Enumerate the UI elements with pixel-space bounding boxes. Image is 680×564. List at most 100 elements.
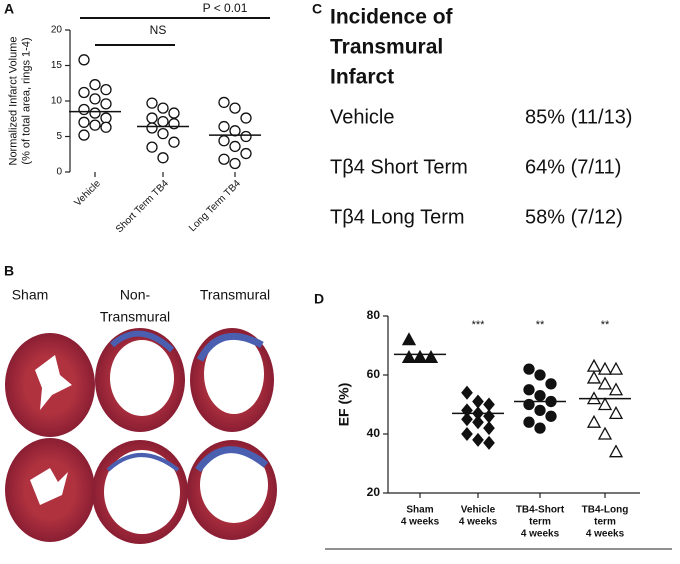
x-tick-label: 4 weeks	[459, 517, 498, 528]
point	[240, 130, 252, 143]
point	[472, 415, 484, 430]
y-tick-label: 0	[56, 167, 62, 178]
point	[597, 361, 613, 375]
point	[100, 83, 112, 96]
x-tick-label: Vehicle	[72, 178, 103, 209]
point	[597, 426, 613, 440]
point	[100, 98, 112, 110]
annotation: **	[601, 319, 610, 331]
annotation: P < 0.01	[203, 1, 248, 15]
point	[89, 93, 101, 105]
point	[523, 363, 535, 375]
table-title: Incidence of	[330, 6, 454, 29]
point	[608, 382, 624, 396]
x-tick-label: term	[529, 517, 551, 528]
point	[401, 332, 417, 346]
x-tick-label: Short Term TB4	[114, 178, 171, 235]
point	[78, 86, 90, 99]
x-tick-label: TB4-Short	[516, 505, 565, 516]
point	[534, 404, 546, 417]
point	[157, 115, 169, 128]
y-tick-label: 10	[51, 96, 63, 107]
point	[534, 369, 546, 381]
y-tick-label: 20	[51, 25, 63, 36]
point	[483, 435, 495, 450]
point	[146, 122, 158, 134]
point	[586, 414, 602, 428]
x-tick-label: 4 weeks	[521, 529, 560, 540]
y-tick-label: 80	[367, 308, 381, 322]
point	[461, 385, 473, 400]
y-axis-label: (% of total area, rings 1-4)	[20, 37, 32, 164]
x-tick-label: Sham	[406, 505, 433, 516]
point	[483, 397, 495, 412]
point	[534, 422, 546, 434]
point	[461, 426, 473, 442]
point	[229, 102, 241, 114]
x-tick-label: Vehicle	[461, 505, 496, 516]
point	[218, 153, 230, 165]
column-label: Non-	[120, 287, 151, 303]
y-tick-label: 40	[367, 426, 381, 440]
point	[461, 412, 473, 427]
point	[608, 361, 624, 375]
column-label: Transmural	[200, 287, 270, 303]
point	[100, 121, 112, 133]
annotation: **	[536, 319, 545, 331]
y-tick-label: 15	[51, 60, 63, 71]
histology	[5, 328, 277, 544]
x-tick-label: term	[594, 517, 616, 528]
point	[157, 152, 169, 164]
table-cell: 64% (7/11)	[525, 156, 621, 178]
point	[412, 349, 428, 363]
point	[146, 112, 158, 124]
point	[534, 389, 546, 402]
table-title: Infarct	[330, 66, 394, 89]
y-axis-label: Normalized Infarct Volume	[7, 37, 19, 166]
point	[168, 107, 180, 119]
point	[483, 409, 495, 424]
point	[472, 394, 484, 409]
point	[608, 444, 624, 458]
y-axis-label: EF (%)	[336, 383, 352, 427]
point	[483, 421, 495, 436]
point	[168, 136, 180, 148]
x-tick-label: TB4-Long	[582, 505, 629, 516]
panel-label: D	[314, 291, 324, 307]
x-tick-label: 4 weeks	[586, 529, 625, 540]
point	[229, 140, 241, 153]
point	[146, 97, 158, 109]
point	[545, 410, 557, 422]
point	[608, 405, 624, 420]
point	[401, 349, 417, 363]
point	[89, 79, 101, 91]
point	[229, 157, 241, 170]
y-tick-label: 20	[367, 485, 381, 499]
point	[597, 397, 613, 411]
point	[472, 432, 484, 447]
x-tick-label: 4 weeks	[401, 517, 440, 528]
table-cell: Tβ4 Long Term	[330, 206, 465, 228]
point	[78, 116, 90, 128]
point	[146, 141, 158, 153]
point	[78, 129, 90, 141]
annotation: ***	[472, 319, 486, 331]
point	[218, 120, 230, 133]
table-cell: 58% (7/12)	[525, 206, 623, 228]
point	[218, 96, 230, 109]
point	[597, 376, 613, 390]
panel-label: C	[312, 1, 322, 17]
panel-label: B	[4, 263, 14, 279]
annotation: NS	[150, 23, 167, 37]
y-tick-label: 5	[56, 131, 62, 142]
point	[586, 358, 602, 372]
point	[89, 119, 101, 131]
column-label: Transmural	[100, 309, 170, 325]
point	[157, 102, 169, 114]
point	[229, 125, 241, 137]
point	[89, 107, 101, 119]
point	[78, 54, 90, 66]
x-tick-label: Long Term TB4	[187, 178, 243, 234]
point	[545, 378, 557, 390]
